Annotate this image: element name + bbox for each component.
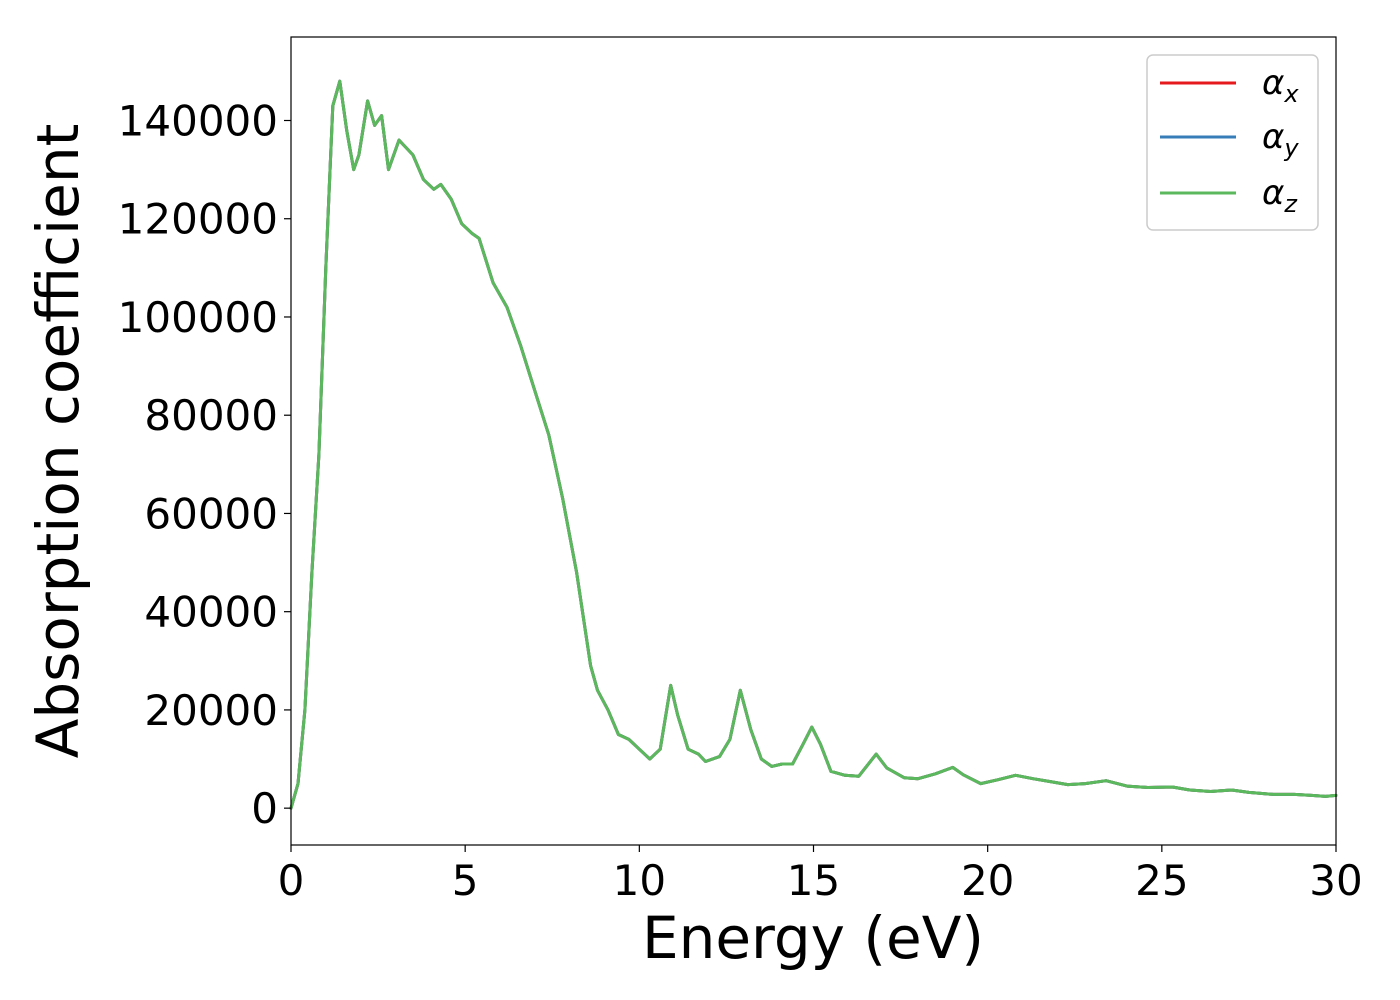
legend-subscript: x <box>1283 80 1299 108</box>
legend-label: αz <box>1262 173 1298 218</box>
x-tick-label: 15 <box>787 856 840 905</box>
x-tick-label: 0 <box>278 856 305 905</box>
legend-label: αx <box>1262 63 1299 108</box>
legend-symbol: α <box>1262 117 1284 157</box>
legend-label: αy <box>1262 117 1299 162</box>
series-line-2 <box>289 79 1338 810</box>
x-tick-label: 10 <box>613 856 666 905</box>
y-axis-label: Absorption coefficient <box>24 124 92 759</box>
y-tick-label: 0 <box>251 784 278 833</box>
y-axis-ticks: 0 20000 40000 60000 80000 100000 120000 140000 <box>118 97 291 833</box>
series-layer <box>289 79 1338 810</box>
legend-symbol: α <box>1262 63 1284 103</box>
y-tick-label: 100000 <box>118 293 278 342</box>
legend-subscript: z <box>1283 190 1298 218</box>
legend-box <box>1146 54 1319 231</box>
x-tick-label: 20 <box>961 856 1014 905</box>
x-tick-label: 5 <box>452 856 479 905</box>
y-tick-label: 120000 <box>118 195 278 244</box>
legend-subscript: y <box>1283 134 1299 162</box>
y-tick-label: 60000 <box>144 489 278 538</box>
x-tick-label: 30 <box>1309 856 1362 905</box>
y-tick-label: 40000 <box>144 588 278 637</box>
y-tick-label: 20000 <box>144 686 278 735</box>
x-axis-label: Energy (eV) <box>642 904 984 972</box>
x-axis-ticks: 0 5 10 15 20 25 30 <box>278 845 1363 905</box>
y-tick-label: 140000 <box>118 97 278 146</box>
x-tick-label: 25 <box>1135 856 1188 905</box>
y-tick-label: 80000 <box>144 391 278 440</box>
legend-symbol: α <box>1262 173 1284 213</box>
